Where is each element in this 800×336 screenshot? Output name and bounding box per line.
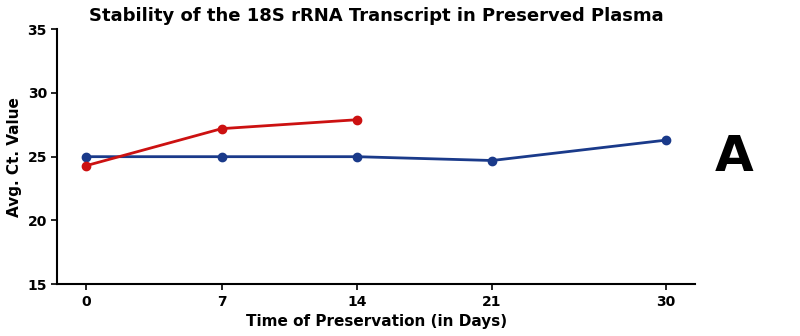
Y-axis label: Avg. Ct. Value: Avg. Ct. Value xyxy=(7,97,22,217)
X-axis label: Time of Preservation (in Days): Time of Preservation (in Days) xyxy=(246,314,506,329)
Title: Stability of the 18S rRNA Transcript in Preserved Plasma: Stability of the 18S rRNA Transcript in … xyxy=(89,7,663,25)
Text: A: A xyxy=(715,133,754,181)
